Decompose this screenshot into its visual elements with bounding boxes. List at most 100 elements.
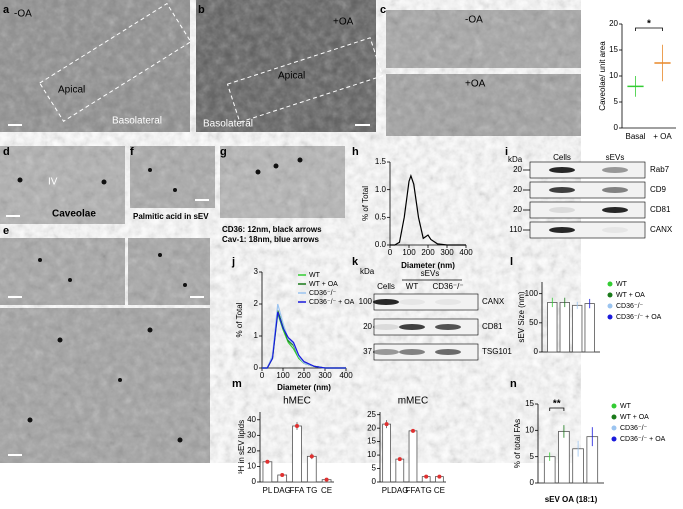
micrograph-label: Apical	[58, 85, 85, 96]
scale-bars	[6, 124, 370, 456]
blot-column: sEVs	[606, 153, 625, 162]
legend-label: WT	[616, 281, 628, 288]
bar	[559, 302, 570, 353]
panel-letter: m	[232, 378, 242, 390]
micrographs: -OA Apical Basolateral +OA Apical Basola…	[0, 0, 581, 463]
y-tick-label: 10	[367, 450, 376, 459]
legend-label: WT	[309, 272, 321, 279]
bar	[306, 455, 317, 483]
y-axis-label: Caveolae/ unit area	[598, 41, 607, 111]
chart-title: mMEC	[398, 396, 429, 407]
chart-title: hMEC	[283, 396, 311, 407]
micrograph-label: Apical	[278, 71, 305, 82]
x-tick-label: PL	[263, 486, 273, 495]
y-tick-label: 50	[529, 318, 538, 327]
y-tick-label: 5	[372, 464, 377, 473]
legend-label: WT + OA	[309, 281, 338, 288]
legend-label: WT	[620, 403, 632, 410]
y-tick-label: 0.5	[375, 212, 387, 221]
bar-marker	[295, 424, 299, 428]
legend-label: WT + OA	[620, 414, 649, 421]
bar-marker	[424, 474, 429, 479]
legend-label: CD36⁻/⁻	[620, 425, 648, 432]
legend-swatch	[611, 414, 617, 420]
blot-column: Cells	[553, 153, 571, 162]
y-tick-label: 1.0	[375, 185, 387, 194]
y-tick-label: 10	[247, 462, 256, 471]
bar-marker	[280, 473, 285, 477]
y-tick-label: 20	[367, 423, 376, 432]
blot-band	[399, 324, 425, 330]
micrograph-label: Basolateral	[112, 116, 162, 127]
x-tick-label: 200	[297, 371, 311, 380]
y-tick-label: 1.5	[375, 157, 387, 166]
legend-swatch	[611, 436, 617, 442]
y-tick-label: 20	[247, 446, 256, 455]
blot-band	[602, 167, 628, 173]
y-tick-label: 5	[614, 97, 619, 106]
blot-band	[602, 187, 628, 193]
y-tick-label: 0	[614, 123, 619, 132]
legend-swatch	[611, 403, 617, 409]
blot-band	[399, 349, 425, 355]
blot-band	[602, 207, 628, 213]
x-tick-label: 400	[459, 248, 473, 257]
x-tick-label: 400	[339, 371, 353, 380]
blot-group: sEVs	[421, 269, 440, 278]
panel-letter: e	[3, 225, 9, 237]
panel-letter: j	[231, 256, 235, 268]
legend-label: CD36⁻/⁻ + OA	[309, 299, 355, 306]
bar-marker	[437, 474, 442, 479]
blot-band	[435, 349, 461, 355]
y-tick-label: 25	[367, 410, 376, 419]
y-tick-label: 15	[609, 45, 618, 54]
blot-band	[549, 187, 575, 193]
blot-band	[549, 207, 575, 213]
bar	[547, 302, 558, 353]
micrograph-label: IV	[48, 177, 58, 188]
blot-kda: 20	[513, 185, 522, 194]
legend-label: CD36⁻/⁻	[309, 290, 337, 297]
y-tick-label: 100	[525, 289, 539, 298]
x-tick-label: + OA	[653, 132, 672, 141]
blot-column: CD36⁻/⁻	[432, 282, 463, 291]
bar-marker	[411, 428, 415, 433]
panel-letter: i	[505, 146, 508, 158]
micrograph-label: -OA	[465, 15, 483, 26]
y-tick-label: 10	[609, 71, 618, 80]
panel-letter: d	[3, 146, 10, 158]
blot-band	[373, 324, 399, 330]
x-tick-label: TG	[306, 486, 317, 495]
blot-name: CD81	[650, 205, 671, 214]
bar	[292, 425, 302, 483]
legend-swatch	[607, 281, 613, 287]
bar-marker	[397, 457, 402, 462]
bar	[262, 461, 273, 483]
y-tick-label: 0	[252, 477, 257, 486]
y-tick-label: 5	[530, 452, 535, 461]
blot-name: CD9	[650, 185, 667, 194]
x-axis-label: Diameter (nm)	[277, 383, 331, 392]
blot-band	[435, 299, 461, 305]
blot-band	[373, 299, 399, 305]
y-axis-label: sEV Size (nm)	[517, 291, 526, 342]
legend-swatch	[607, 314, 613, 320]
blot-name: CANX	[650, 225, 673, 234]
x-tick-label: DAG	[391, 486, 408, 495]
blot-kda: 100	[359, 297, 373, 306]
x-axis-label: Diameter (nm)	[401, 261, 455, 270]
micrograph-label: -OA	[14, 9, 32, 20]
line-series	[262, 311, 346, 369]
x-tick-label: 0	[260, 371, 265, 380]
y-axis-label: % of Total	[235, 302, 244, 337]
blot-band	[549, 167, 575, 173]
micrograph-label: Caveolae	[52, 209, 96, 220]
gold-particles	[17, 157, 303, 443]
micrograph-label: +OA	[333, 17, 354, 28]
y-tick-label: 0	[254, 363, 259, 372]
panel-letter: c	[380, 4, 386, 16]
panel-letter: n	[510, 378, 517, 390]
panel-letter: l	[510, 256, 513, 268]
